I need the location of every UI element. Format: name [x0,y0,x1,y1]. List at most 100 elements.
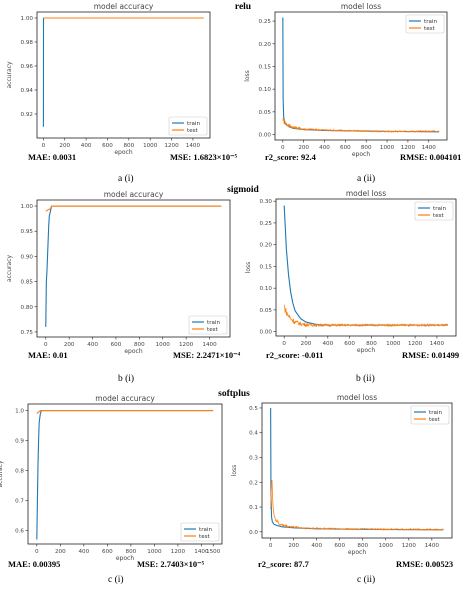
series-line-train [45,205,222,327]
plot-frame [274,11,448,141]
y-tick-label: 0.1 [249,505,258,511]
legend-label-train: train [199,527,212,533]
activation-label: softplus [218,389,250,399]
y-tick-label: 0.80 [21,305,34,311]
chart-title: model loss [346,189,386,198]
y-tick-label: 0.85 [21,280,34,286]
y-tick-label: 0.10 [259,87,272,93]
x-axis-label: epoch [352,151,370,158]
x-tick-label: 1000 [379,543,394,549]
y-tick-label: 0.7 [15,499,24,505]
y-axis-label: accuracy [6,255,13,283]
series-line-train [282,17,440,133]
legend-label-test: test [207,327,219,333]
y-tick-label: 0.05 [260,308,273,314]
x-tick-label: 1000 [386,341,401,347]
y-axis-label: accuracy [0,460,4,488]
activation-label: sigmoid [227,185,259,195]
x-tick-label: 0 [44,342,48,348]
x-axis-label: epoch [116,555,134,562]
series-line-test [282,117,440,133]
y-tick-label: 1.00 [21,16,34,22]
chart-title: model accuracy [95,394,155,403]
y-tick-label: 0.00 [260,330,273,336]
x-tick-label: 1000 [156,342,171,348]
x-tick-label: 1200 [171,549,186,555]
legend-label-train: train [433,206,446,212]
metric-right: RMSE: 0.004101 [400,152,461,162]
x-tick-label: 800 [361,145,372,151]
metric-right: RMSE: 0.01499 [402,350,459,360]
x-tick-label: 600 [102,549,113,555]
legend-label-test: test [429,417,441,423]
y-tick-label: 0.3 [249,455,258,461]
series-line-test [270,479,444,531]
metric-left: MAE: 0.00395 [8,559,60,569]
y-axis-label: loss [244,70,251,82]
y-tick-label: 0.4 [249,431,258,437]
y-axis-label: loss [231,465,238,477]
plot-frame [36,199,231,338]
panel-caption: a (i) [118,173,134,184]
x-tick-label: 200 [298,145,309,151]
x-tick-label: 200 [55,549,66,555]
panel-caption: b (ii) [356,373,375,384]
series-line-train [36,410,214,540]
legend-label-test: test [424,26,436,32]
x-tick-label: 1400 [422,145,437,151]
x-tick-label: 800 [134,342,145,348]
x-tick-label: 400 [322,341,333,347]
y-tick-label: 0.95 [21,229,34,235]
chart-b-ii: model loss 0 200 400 600 800 1000 1200 1400 epoch… [245,189,459,384]
x-tick-label: 1200 [408,341,423,347]
y-tick-label: 0.8 [15,469,24,475]
y-tick-label: 1.00 [21,204,34,210]
x-tick-label: 200 [288,543,299,549]
x-tick-label: 1400 [186,143,201,149]
x-tick-label: 1200 [401,145,416,151]
series-line-train [283,205,448,326]
y-tick-label: 0.0 [249,530,258,536]
x-tick-label: 400 [79,549,90,555]
x-tick-label: 1200 [164,143,179,149]
chart-title: model loss [337,393,377,402]
x-axis-label: epoch [357,347,375,354]
series-line-test [36,410,214,415]
x-tick-label: 1000 [147,549,162,555]
metric-left: MAE: 0.01 [28,350,68,360]
panel-caption: b (i) [118,373,134,384]
plot-frame [261,402,453,539]
legend-label-train: train [429,410,442,416]
x-tick-label: 0 [35,549,39,555]
metric-right: MSE: 2.7403×10⁻⁵ [137,559,205,569]
panel-caption: c (ii) [357,574,375,585]
y-axis-label: loss [245,262,252,274]
x-tick-label: 600 [334,543,345,549]
plot-frame [27,403,223,545]
y-tick-label: 0.25 [259,19,272,25]
y-tick-label: 0.9 [15,439,24,445]
x-tick-label: 0 [269,543,273,549]
y-axis-label: accuracy [6,61,13,89]
y-tick-label: 0.15 [259,64,272,70]
activation-label: relu [235,2,252,12]
y-tick-label: 0.15 [260,264,273,270]
x-tick-label: 0 [282,341,286,347]
y-tick-label: 0.25 [260,221,273,227]
y-tick-label: 0.98 [21,40,34,46]
y-tick-label: 0.75 [21,330,34,336]
metric-left: r2_score: 92.4 [265,152,317,162]
x-tick-label: 1400 [202,342,217,348]
y-tick-label: 0.05 [259,110,272,116]
x-axis-label: epoch [348,549,366,556]
x-axis-label: epoch [124,348,142,355]
y-tick-label: 0.96 [21,64,34,70]
plot-frame [36,11,211,139]
chart-title: model accuracy [104,190,164,199]
x-tick-label: 1400 [194,549,209,555]
legend-label-test: test [187,128,199,134]
